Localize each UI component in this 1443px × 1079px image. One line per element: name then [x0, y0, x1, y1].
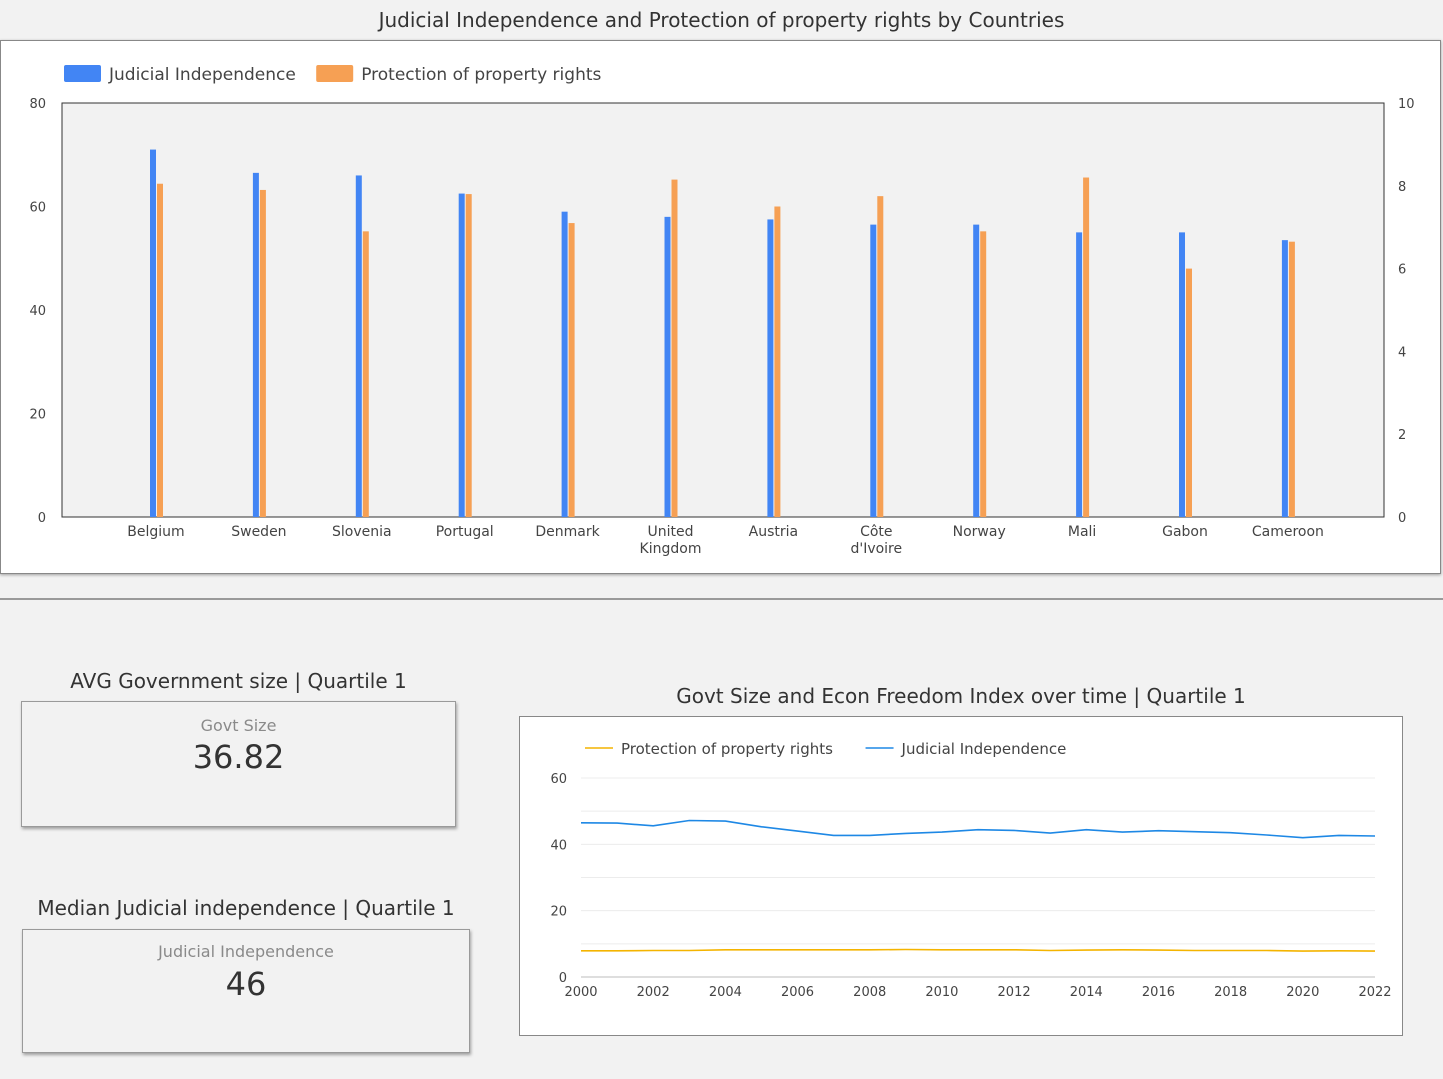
legend-swatch-protection-of-property-rights	[316, 65, 354, 82]
bar-protection-of-property-rights-slovenia[interactable]	[362, 231, 369, 517]
line-x-tick-label: 2022	[1358, 985, 1391, 1000]
category-label-belgium: Belgium	[127, 524, 184, 540]
bar-judicial-independence-portugal[interactable]	[458, 193, 465, 517]
bar-protection-of-property-rights-austria[interactable]	[774, 206, 781, 518]
category-label-portugal: Portugal	[436, 524, 494, 540]
section-divider	[0, 598, 1443, 600]
right-axis-tick-label: 8	[1398, 180, 1406, 195]
bar-protection-of-property-rights-united-kingdom[interactable]	[671, 179, 678, 517]
line-chart-panel: 0 20 40 60 2000 2002 2004 2006 2008 2010 2012 2014 2…	[519, 716, 1403, 1036]
bar-judicial-independence-cameroon[interactable]	[1281, 240, 1288, 517]
category-label-denmark: Denmark	[535, 524, 600, 540]
bar-protection-of-property-rights-mali[interactable]	[1083, 177, 1090, 517]
bar-judicial-independence-belgium[interactable]	[150, 149, 156, 517]
category-label-c-te-d-ivoire: Côte d'Ivoire	[850, 524, 902, 557]
line-x-tick-label: 2016	[1142, 985, 1175, 1000]
bar-plot-area	[61, 102, 1385, 518]
right-axis-tick-label: 2	[1398, 428, 1406, 443]
line-y-tick-label: 0	[559, 971, 567, 986]
line-y-tick-label: 60	[550, 772, 567, 787]
line-x-tick-label: 2002	[637, 985, 670, 1000]
line-legend-label-judicial-independence[interactable]: Judicial Independence	[901, 740, 1067, 758]
kpi-judicial-value: 46	[225, 965, 267, 1003]
kpi-govt-size-title: AVG Government size | Quartile 1	[70, 669, 407, 693]
left-axis-tick-label: 60	[29, 201, 46, 216]
line-y-tick-label: 20	[550, 905, 567, 920]
kpi-judicial-title: Median Judicial independence | Quartile …	[37, 896, 455, 920]
bar-chart[interactable]: 0 20 40 60 80 0 2 4 6 8 10 Judicial Independence Pro…	[1, 41, 1440, 573]
left-axis-tick-label: 40	[29, 304, 46, 319]
bar-protection-of-property-rights-portugal[interactable]	[465, 194, 472, 517]
bar-judicial-independence-denmark[interactable]	[561, 211, 568, 518]
category-label-gabon: Gabon	[1162, 524, 1208, 540]
line-x-tick-label: 2010	[925, 985, 958, 1000]
category-label-norway: Norway	[953, 524, 1006, 540]
legend-label-judicial-independence[interactable]: Judicial Independence	[108, 65, 296, 85]
bar-protection-of-property-rights-norway[interactable]	[980, 231, 987, 517]
line-y-tick-label: 40	[550, 838, 567, 853]
bar-judicial-independence-c-te-d-ivoire[interactable]	[870, 224, 877, 518]
bar-protection-of-property-rights-denmark[interactable]	[568, 223, 575, 517]
category-label-slovenia: Slovenia	[332, 524, 392, 540]
kpi-govt-size-value: 36.82	[192, 738, 285, 776]
bar-judicial-independence-austria[interactable]	[767, 219, 774, 517]
line-chart[interactable]: 0 20 40 60 2000 2002 2004 2006 2008 2010 2012 2014 2…	[520, 717, 1402, 1035]
bar-protection-of-property-rights-belgium[interactable]	[157, 183, 163, 518]
line-x-tick-label: 2012	[998, 985, 1031, 1000]
legend-swatch-judicial-independence	[64, 65, 101, 82]
category-label-mali: Mali	[1068, 524, 1096, 540]
right-axis-tick-label: 10	[1398, 97, 1415, 112]
line-x-tick-label: 2000	[564, 985, 597, 1000]
right-axis-tick-label: 6	[1398, 263, 1406, 278]
line-x-tick-label: 2020	[1286, 985, 1319, 1000]
line-x-tick-label: 2004	[709, 985, 742, 1000]
bar-judicial-independence-mali[interactable]	[1076, 232, 1083, 517]
bar-chart-title: Judicial Independence and Protection of …	[378, 8, 1065, 32]
line-x-tick-label: 2014	[1070, 985, 1103, 1000]
bar-judicial-independence-slovenia[interactable]	[355, 175, 362, 517]
left-axis-tick-label: 0	[38, 511, 46, 526]
kpi-govt-size-card[interactable]: Govt Size 36.82	[21, 701, 456, 827]
right-axis-tick-label: 4	[1398, 345, 1406, 360]
line-x-tick-label: 2006	[781, 985, 814, 1000]
legend-label-protection-of-property-rights[interactable]: Protection of property rights	[361, 65, 601, 85]
kpi-judicial-card[interactable]: Judicial Independence 46	[22, 929, 470, 1053]
line-series-protection-of-property-rights[interactable]	[581, 948, 1376, 952]
bar-judicial-independence-united-kingdom[interactable]	[664, 216, 671, 517]
bar-protection-of-property-rights-gabon[interactable]	[1186, 268, 1192, 517]
line-x-tick-label: 2018	[1214, 985, 1247, 1000]
category-label-united-kingdom: United Kingdom	[640, 524, 702, 557]
kpi-judicial-label: Judicial Independence	[158, 942, 334, 961]
category-label-austria: Austria	[749, 524, 798, 540]
bar-chart-panel: 0 20 40 60 80 0 2 4 6 8 10 Judicial Independence Pro…	[0, 40, 1441, 574]
line-series-judicial-independence[interactable]	[580, 819, 1376, 839]
bar-judicial-independence-gabon[interactable]	[1179, 232, 1185, 517]
line-legend-label-protection-of-property-rights[interactable]: Protection of property rights	[621, 740, 833, 758]
kpi-govt-size-label: Govt Size	[200, 716, 277, 735]
bar-judicial-independence-norway[interactable]	[973, 224, 980, 518]
bar-protection-of-property-rights-sweden[interactable]	[259, 189, 266, 517]
bar-protection-of-property-rights-c-te-d-ivoire[interactable]	[877, 196, 884, 517]
bar-protection-of-property-rights-cameroon[interactable]	[1288, 241, 1295, 517]
left-axis-tick-label: 80	[29, 97, 46, 112]
left-axis-tick-label: 20	[29, 408, 46, 423]
right-axis-tick-label: 0	[1398, 511, 1406, 526]
line-chart-title: Govt Size and Econ Freedom Index over ti…	[676, 684, 1246, 708]
category-label-cameroon: Cameroon	[1252, 524, 1324, 540]
bar-judicial-independence-sweden[interactable]	[252, 172, 259, 518]
category-label-sweden: Sweden	[231, 524, 286, 540]
line-x-tick-label: 2008	[853, 985, 886, 1000]
